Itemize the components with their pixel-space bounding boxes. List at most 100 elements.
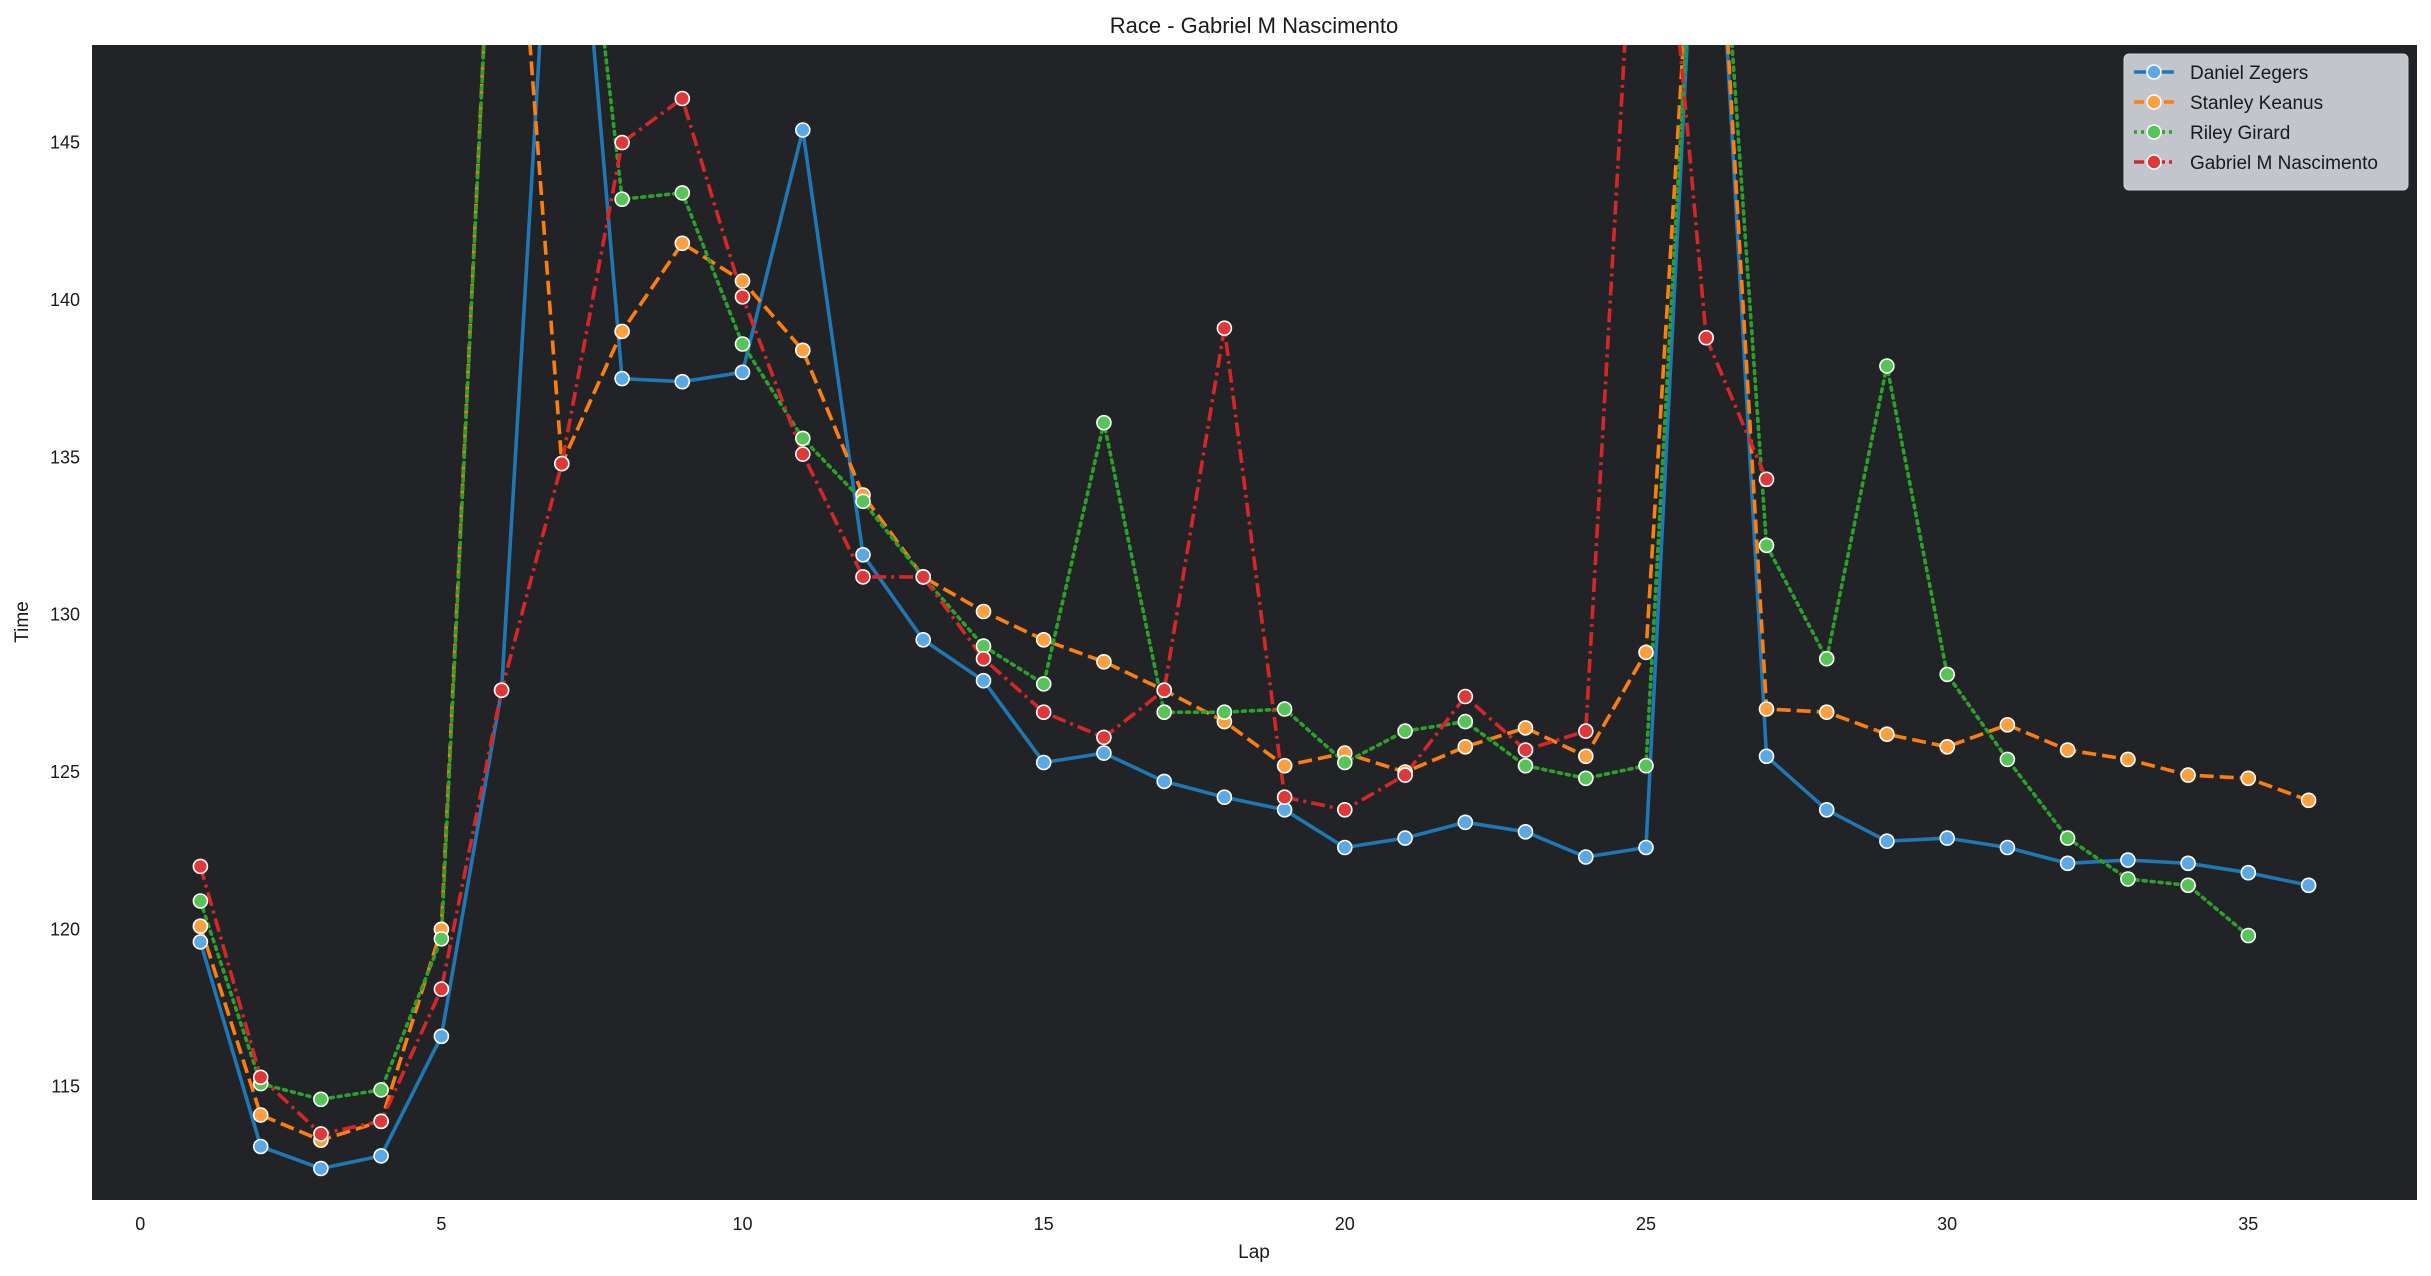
data-point-gabriel-m-nascimento [915,569,932,585]
data-point-riley-girard [1999,751,2016,768]
y-tick-label: 140 [50,290,80,310]
data-point-stanley-keanus [1517,720,1534,736]
data-point-daniel-zegers [2240,864,2257,881]
data-point-daniel-zegers [313,1160,329,1177]
legend-label-stanley-keanus: Stanley Keanus [2190,93,2323,114]
data-point-daniel-zegers [1638,839,1654,856]
data-point-gabriel-m-nascimento [1758,471,1775,488]
x-tick-label: 20 [1335,1214,1355,1234]
data-point-daniel-zegers [1818,801,1835,818]
data-point-daniel-zegers [1457,814,1474,831]
data-point-riley-girard [373,1082,389,1098]
data-point-riley-girard [1096,414,1112,431]
data-point-riley-girard [674,185,691,201]
data-point-riley-girard [1638,757,1654,774]
data-point-daniel-zegers [1999,839,2016,856]
data-point-gabriel-m-nascimento [734,288,751,305]
data-point-stanley-keanus [2120,751,2136,768]
data-point-stanley-keanus [192,918,209,935]
data-point-riley-girard [2059,830,2076,846]
x-tick-label: 15 [1034,1214,1054,1234]
data-point-gabriel-m-nascimento [373,1113,389,1130]
data-point-gabriel-m-nascimento [493,682,510,699]
data-point-daniel-zegers [2300,877,2317,894]
data-point-gabriel-m-nascimento [1035,704,1052,721]
data-point-stanley-keanus [1818,704,1835,721]
data-point-daniel-zegers [192,934,209,950]
data-point-daniel-zegers [1156,773,1172,790]
legend-marker-daniel-zegers [2146,64,2162,80]
data-point-riley-girard [2120,871,2136,887]
data-point-daniel-zegers [1879,833,1895,850]
data-point-gabriel-m-nascimento [1397,767,1413,783]
data-point-riley-girard [855,493,871,510]
x-tick-label: 0 [135,1214,145,1234]
data-point-stanley-keanus [252,1107,269,1123]
legend-label-riley-girard: Riley Girard [2190,123,2290,144]
data-point-gabriel-m-nascimento [1457,688,1474,705]
data-point-riley-girard [1758,537,1775,554]
data-point-daniel-zegers [614,370,630,387]
data-point-gabriel-m-nascimento [855,569,871,585]
data-point-riley-girard [1337,754,1353,771]
x-axis-label: Lap [1238,1242,1270,1263]
x-tick-label: 5 [436,1214,446,1234]
data-point-gabriel-m-nascimento [1698,329,1714,346]
data-point-gabriel-m-nascimento [1337,801,1353,818]
data-point-riley-girard [1578,770,1594,787]
y-tick-label: 130 [50,605,80,625]
data-point-riley-girard [794,430,811,447]
series-line-riley-girard [198,45,2251,1102]
data-point-stanley-keanus [1939,738,1955,755]
data-point-daniel-zegers [975,672,992,689]
data-point-daniel-zegers [855,546,871,563]
data-point-daniel-zegers [1758,748,1775,765]
data-point-daniel-zegers [1096,745,1112,761]
x-tick-label: 10 [732,1214,752,1234]
data-point-riley-girard [313,1091,329,1108]
data-point-riley-girard [1939,666,1955,683]
y-tick-label: 125 [50,762,80,782]
plot-area [92,45,2417,1200]
data-point-riley-girard [433,930,450,947]
data-point-riley-girard [1879,358,1895,374]
data-point-riley-girard [1035,676,1052,692]
data-point-stanley-keanus [2059,742,2076,758]
data-point-gabriel-m-nascimento [975,650,992,667]
data-point-riley-girard [1276,701,1293,717]
series-line-stanley-keanus [198,45,2310,1142]
data-point-riley-girard [1216,704,1233,721]
x-tick-label: 35 [2238,1214,2258,1234]
data-point-daniel-zegers [1939,830,1955,846]
data-point-daniel-zegers [915,631,932,648]
data-point-gabriel-m-nascimento [1578,723,1594,739]
data-point-riley-girard [1818,650,1835,667]
y-axis-ticks: 115 120 125 130 135 140 145 [50,133,80,1097]
legend-marker-riley-girard [2146,124,2162,140]
x-tick-label: 25 [1636,1214,1656,1234]
data-point-daniel-zegers [433,1028,450,1045]
series-line-daniel-zegers [198,45,2309,1171]
data-point-gabriel-m-nascimento [1096,729,1112,746]
data-point-stanley-keanus [1999,716,2016,733]
y-tick-label: 120 [50,919,80,939]
legend: Daniel Zegers Stanley Keanus Riley Girard G… [2123,53,2409,191]
data-point-stanley-keanus [1096,653,1112,670]
chart-title: Race - Gabriel M Nascimento [1110,13,1399,38]
data-point-stanley-keanus [614,323,630,340]
legend-label-daniel-zegers: Daniel Zegers [2190,63,2308,84]
data-point-riley-girard [2180,877,2196,894]
data-point-gabriel-m-nascimento [192,858,209,875]
data-point-gabriel-m-nascimento [433,981,450,997]
data-point-daniel-zegers [2059,855,2076,872]
data-point-stanley-keanus [1638,644,1654,661]
data-point-daniel-zegers [674,373,691,390]
plot-series-group [192,45,2317,1177]
legend-marker-stanley-keanus [2146,94,2162,110]
legend-marker-gabriel-m-nascimento [2146,154,2162,170]
data-point-stanley-keanus [1035,631,1052,648]
data-point-gabriel-m-nascimento [1216,320,1233,337]
legend-box [2123,53,2409,191]
data-point-gabriel-m-nascimento [794,446,811,462]
